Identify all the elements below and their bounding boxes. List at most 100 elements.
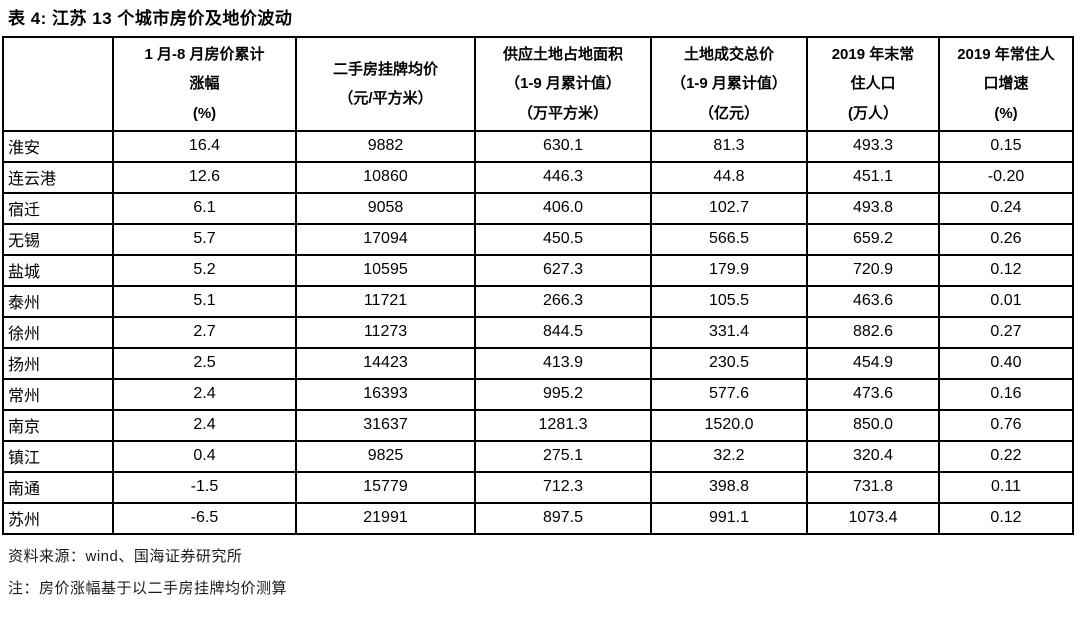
header-land-supply-area: 供应土地占地面积 （1-9 月累计值） （万平方米） (474, 36, 652, 132)
city-name: 扬州 (2, 346, 114, 380)
value-cell: 731.8 (806, 470, 940, 504)
value-cell: 9882 (295, 129, 476, 163)
value-cell: 105.5 (650, 284, 808, 318)
value-cell: 493.8 (806, 191, 940, 225)
value-cell: 9825 (295, 439, 476, 473)
value-cell: 627.3 (474, 253, 652, 287)
city-name: 无锡 (2, 222, 114, 256)
value-cell: 0.16 (938, 377, 1074, 411)
table-header-row: 1 月-8 月房价累计 涨幅 (%) 二手房挂牌均价 （元/平方米） 供应土地占… (2, 36, 1074, 132)
value-cell: 14423 (295, 346, 476, 380)
city-name: 南通 (2, 470, 114, 504)
value-cell: 1073.4 (806, 501, 940, 535)
table-row: 南通 -1.5 15779 712.3 398.8 731.8 0.11 (2, 470, 1074, 504)
value-cell: 5.2 (112, 253, 297, 287)
header-secondhand-avg-price: 二手房挂牌均价 （元/平方米） (295, 36, 476, 132)
value-cell: 16.4 (112, 129, 297, 163)
table-body: 淮安 16.4 9882 630.1 81.3 493.3 0.15 连云港 12.6 10860… (2, 129, 1074, 535)
value-cell: 5.7 (112, 222, 297, 256)
header-land-deal-total: 土地成交总价 （1-9 月累计值） （亿元） (650, 36, 808, 132)
value-cell: 12.6 (112, 160, 297, 194)
value-cell: 0.40 (938, 346, 1074, 380)
value-cell: 720.9 (806, 253, 940, 287)
value-cell: 0.76 (938, 408, 1074, 442)
value-cell: 0.15 (938, 129, 1074, 163)
value-cell: 463.6 (806, 284, 940, 318)
value-cell: 577.6 (650, 377, 808, 411)
value-cell: 2.4 (112, 377, 297, 411)
table-row: 苏州 -6.5 21991 897.5 991.1 1073.4 0.12 (2, 501, 1074, 535)
city-name: 南京 (2, 408, 114, 442)
city-name: 镇江 (2, 439, 114, 473)
table-row: 淮安 16.4 9882 630.1 81.3 493.3 0.15 (2, 129, 1074, 163)
header-price-change: 1 月-8 月房价累计 涨幅 (%) (112, 36, 297, 132)
value-cell: 882.6 (806, 315, 940, 349)
value-cell: 17094 (295, 222, 476, 256)
jiangsu-cities-table: 1 月-8 月房价累计 涨幅 (%) 二手房挂牌均价 （元/平方米） 供应土地占… (2, 36, 1074, 535)
value-cell: 0.4 (112, 439, 297, 473)
table-row: 宿迁 6.1 9058 406.0 102.7 493.8 0.24 (2, 191, 1074, 225)
value-cell: 32.2 (650, 439, 808, 473)
value-cell: 11273 (295, 315, 476, 349)
value-cell: 493.3 (806, 129, 940, 163)
table-row: 无锡 5.7 17094 450.5 566.5 659.2 0.26 (2, 222, 1074, 256)
value-cell: 0.12 (938, 501, 1074, 535)
value-cell: 2.5 (112, 346, 297, 380)
value-cell: 995.2 (474, 377, 652, 411)
value-cell: 413.9 (474, 346, 652, 380)
city-name: 宿迁 (2, 191, 114, 225)
value-cell: 450.5 (474, 222, 652, 256)
value-cell: 9058 (295, 191, 476, 225)
city-name: 徐州 (2, 315, 114, 349)
value-cell: 897.5 (474, 501, 652, 535)
value-cell: 10595 (295, 253, 476, 287)
table-row: 徐州 2.7 11273 844.5 331.4 882.6 0.27 (2, 315, 1074, 349)
value-cell: 5.1 (112, 284, 297, 318)
value-cell: 6.1 (112, 191, 297, 225)
value-cell: 2.4 (112, 408, 297, 442)
table-row: 盐城 5.2 10595 627.3 179.9 720.9 0.12 (2, 253, 1074, 287)
value-cell: 320.4 (806, 439, 940, 473)
value-cell: 844.5 (474, 315, 652, 349)
value-cell: 179.9 (650, 253, 808, 287)
table-row: 泰州 5.1 11721 266.3 105.5 463.6 0.01 (2, 284, 1074, 318)
value-cell: 15779 (295, 470, 476, 504)
value-cell: -6.5 (112, 501, 297, 535)
header-population-growth: 2019 年常住人 口增速 (%) (938, 36, 1074, 132)
city-name: 淮安 (2, 129, 114, 163)
table-footer: 资料来源：wind、国海证券研究所 注：房价涨幅基于以二手房挂牌均价测算 (8, 545, 1080, 598)
value-cell: 406.0 (474, 191, 652, 225)
table-row: 扬州 2.5 14423 413.9 230.5 454.9 0.40 (2, 346, 1074, 380)
value-cell: 1520.0 (650, 408, 808, 442)
value-cell: 991.1 (650, 501, 808, 535)
value-cell: 850.0 (806, 408, 940, 442)
city-name: 连云港 (2, 160, 114, 194)
value-cell: 454.9 (806, 346, 940, 380)
value-cell: 566.5 (650, 222, 808, 256)
header-city-blank (2, 36, 114, 132)
city-name: 苏州 (2, 501, 114, 535)
value-cell: 659.2 (806, 222, 940, 256)
value-cell: 11721 (295, 284, 476, 318)
value-cell: -1.5 (112, 470, 297, 504)
value-cell: 1281.3 (474, 408, 652, 442)
value-cell: 16393 (295, 377, 476, 411)
value-cell: 102.7 (650, 191, 808, 225)
value-cell: 0.26 (938, 222, 1074, 256)
value-cell: 398.8 (650, 470, 808, 504)
value-cell: 0.11 (938, 470, 1074, 504)
city-name: 泰州 (2, 284, 114, 318)
value-cell: 473.6 (806, 377, 940, 411)
value-cell: 0.22 (938, 439, 1074, 473)
value-cell: 2.7 (112, 315, 297, 349)
table-row: 镇江 0.4 9825 275.1 32.2 320.4 0.22 (2, 439, 1074, 473)
value-cell: 81.3 (650, 129, 808, 163)
value-cell: 630.1 (474, 129, 652, 163)
value-cell: 331.4 (650, 315, 808, 349)
value-cell: 275.1 (474, 439, 652, 473)
value-cell: 230.5 (650, 346, 808, 380)
value-cell: 0.24 (938, 191, 1074, 225)
value-cell: 21991 (295, 501, 476, 535)
value-cell: 712.3 (474, 470, 652, 504)
table-row: 连云港 12.6 10860 446.3 44.8 451.1 -0.20 (2, 160, 1074, 194)
